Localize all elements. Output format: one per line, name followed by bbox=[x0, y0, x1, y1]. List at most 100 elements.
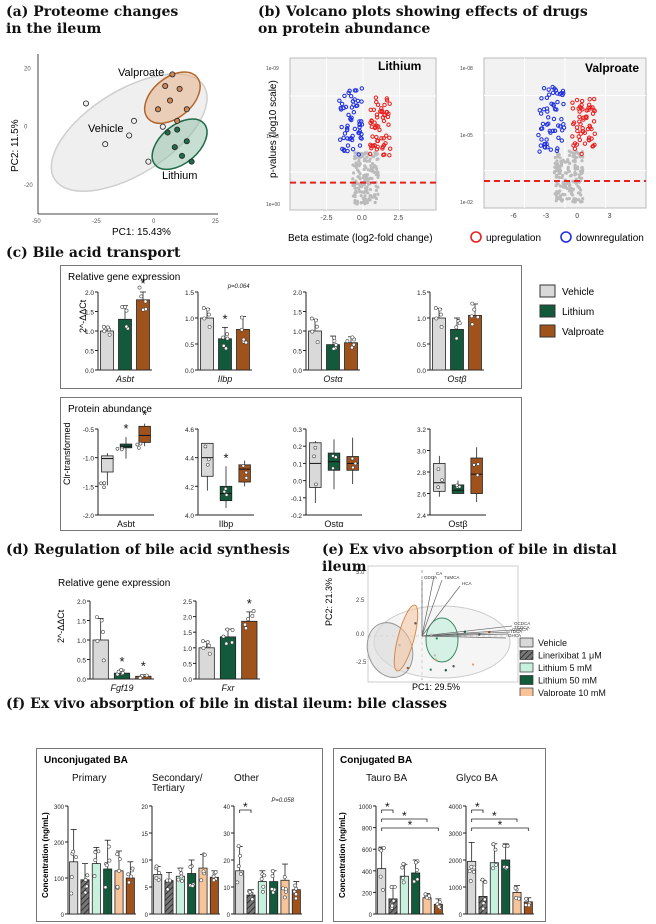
volcano-valproate-point-up bbox=[579, 98, 585, 104]
synth-1-dot bbox=[201, 639, 205, 644]
panel-c-title: (c) Bile acid transport bbox=[6, 245, 181, 261]
protein-0-star: * bbox=[123, 421, 128, 436]
bile-2-y-tick: 10 bbox=[223, 886, 230, 892]
gene-0-y-tick: 1.5 bbox=[85, 310, 94, 317]
bile-3-dot bbox=[392, 884, 397, 889]
synth-1-y-tick: 0.0 bbox=[183, 677, 192, 684]
bile-4-dot bbox=[505, 843, 510, 848]
volcano-lithium-point-up bbox=[375, 138, 380, 144]
exvivo-point bbox=[414, 622, 417, 625]
gene-2-dot bbox=[313, 318, 318, 323]
bile-4-y-tick: 2000 bbox=[449, 859, 463, 865]
volcano-valproate-point-up bbox=[581, 117, 586, 122]
pca-label-vehicle: Vehicle bbox=[88, 123, 123, 135]
gene-3-dot bbox=[470, 322, 475, 327]
bile-2-dot bbox=[238, 853, 243, 858]
synth-0-dot bbox=[119, 668, 124, 672]
volcano-lithium-y-tick: 1e+00 bbox=[266, 202, 280, 208]
volcano-lithium-point-down bbox=[359, 119, 364, 124]
volcano-valproate-point-ns bbox=[579, 169, 583, 174]
synth-1-dot bbox=[201, 646, 206, 651]
volcano-valproate-point-ns bbox=[566, 158, 570, 162]
bile-0-dot bbox=[69, 875, 74, 879]
volcano-valproate-point-up bbox=[591, 119, 597, 124]
volcano-valproate-point-ns bbox=[567, 149, 571, 153]
volcano-valproate-point-up bbox=[570, 134, 575, 139]
gene-3-dot bbox=[437, 307, 442, 312]
bile-0-bar bbox=[114, 870, 124, 915]
volcano-lithium-point-down bbox=[352, 126, 358, 132]
protein-3-y-tick: 3.0 bbox=[417, 449, 426, 456]
bile-1-bar bbox=[164, 880, 174, 915]
bile-4-sig-bracket bbox=[471, 809, 484, 813]
volcano-valproate-point-up bbox=[590, 144, 595, 149]
volcano-valproate-point-up bbox=[591, 96, 597, 102]
bile-0-dot bbox=[69, 891, 74, 896]
volcano-lithium-point-ns bbox=[360, 190, 364, 194]
pca-x-tick: -50 bbox=[32, 219, 41, 225]
protein-1-y-tick: 4.6 bbox=[185, 427, 194, 434]
volcano-lithium-point-down bbox=[357, 122, 362, 127]
volcano-valproate-point-ns bbox=[560, 175, 564, 180]
volcano-lithium-point-up bbox=[369, 118, 374, 123]
protein-1-dot bbox=[224, 493, 229, 497]
synth-1-bar bbox=[241, 620, 258, 680]
bile-2-dot bbox=[269, 887, 274, 891]
panel-b-title: (b) Volcano plots showing effects of dru… bbox=[258, 4, 588, 37]
bile-3-sig-star: * bbox=[402, 809, 407, 823]
protein-2-dot bbox=[313, 445, 318, 450]
volcano-valproate-point-ns bbox=[563, 171, 568, 175]
bile-3-dot bbox=[378, 874, 383, 879]
volcano-lithium-point-ns bbox=[374, 153, 378, 157]
volcano-lithium-point-down bbox=[348, 93, 354, 99]
volcano-valproate-point-down bbox=[561, 91, 566, 96]
protein-1-y-tick: 4.2 bbox=[185, 484, 194, 491]
bile-3-dot bbox=[412, 879, 417, 884]
pca-point-lithium bbox=[171, 144, 178, 151]
bile-4-y-tick: 3000 bbox=[449, 832, 463, 838]
volcano-lithium-point-ns bbox=[374, 184, 378, 188]
pca-point-valproate bbox=[166, 97, 173, 104]
bile-2-dot bbox=[250, 897, 255, 902]
volcano-lithium-point-ns bbox=[365, 155, 369, 159]
exvivo-vector-label: TDCA bbox=[510, 629, 522, 634]
protein-2-box bbox=[309, 442, 322, 488]
synth-0-y-tick: 0.0 bbox=[77, 677, 86, 684]
volcano-valproate-point-ns bbox=[565, 197, 569, 201]
protein-ylabel: Clr-transformed bbox=[62, 422, 72, 485]
gene-2-dot bbox=[315, 324, 319, 329]
legend-down-marker bbox=[560, 231, 572, 243]
exvivo-point bbox=[398, 644, 401, 647]
bile-0-dot bbox=[130, 866, 135, 871]
volcano-valproate-point-down bbox=[556, 135, 561, 140]
bile-1-dot bbox=[165, 887, 170, 892]
bile-1-dot bbox=[176, 877, 181, 882]
protein-0-dot bbox=[137, 446, 141, 450]
bile-1-dot bbox=[211, 878, 216, 883]
legend-lithium-swatch bbox=[539, 304, 556, 318]
bile-4-dot bbox=[467, 869, 472, 873]
bile-2-dot bbox=[262, 873, 267, 878]
gene-1-y-tick: 1.0 bbox=[185, 316, 194, 323]
bile-0-y-tick: 0 bbox=[61, 913, 65, 919]
volcano-lithium-point-ns bbox=[372, 163, 377, 168]
synth-1-dot bbox=[205, 640, 210, 645]
gene-1-star: * bbox=[222, 311, 227, 326]
volcano-lithium-point-ns bbox=[363, 194, 367, 198]
volcano-lithium-point-down bbox=[337, 137, 343, 142]
volcano-lithium-x-tick: 2.5 bbox=[394, 215, 404, 222]
gene-3-dot bbox=[469, 314, 474, 319]
volcano-lithium-point-down bbox=[347, 88, 352, 94]
protein-0-star: * bbox=[142, 408, 147, 423]
volcano-lithium-x-tick: 0.0 bbox=[357, 215, 367, 222]
volcano-valproate-point-ns bbox=[572, 154, 576, 158]
volcano-lithium-point-up bbox=[387, 135, 392, 141]
gene-1-bar bbox=[200, 317, 214, 371]
volcano-lithium-point-down bbox=[354, 88, 359, 93]
volcano-valproate-point-up bbox=[586, 135, 592, 140]
exvivo-point bbox=[435, 637, 438, 640]
volcano-lithium-point-ns bbox=[370, 161, 375, 166]
volcano-valproate-point-down bbox=[546, 87, 551, 92]
volcano-valproate-point-ns bbox=[574, 182, 579, 186]
bile-2-dot bbox=[236, 864, 241, 869]
